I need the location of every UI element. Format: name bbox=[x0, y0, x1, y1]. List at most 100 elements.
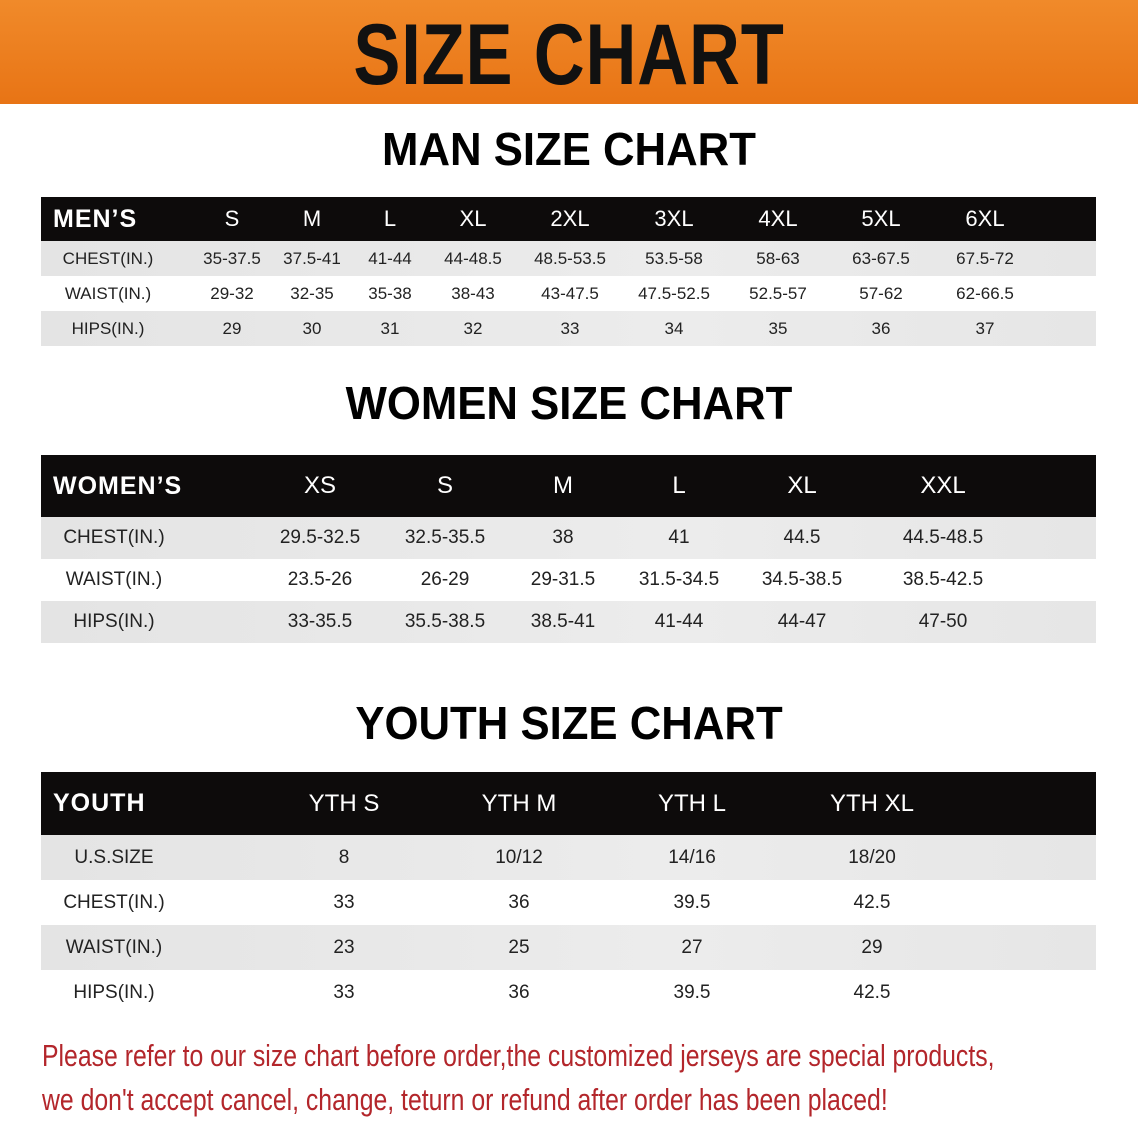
header-banner: SIZE CHART bbox=[0, 0, 1138, 104]
table-cell: 32.5-35.5 bbox=[404, 527, 486, 548]
table-cell: 29 bbox=[222, 318, 242, 338]
size-column-header: 3XL bbox=[654, 206, 694, 231]
size-column-header: M bbox=[553, 472, 573, 499]
row-label: HIPS(IN.) bbox=[73, 611, 155, 632]
table-cell: 10/12 bbox=[495, 846, 543, 868]
table-cell: 37.5-41 bbox=[283, 248, 341, 268]
table-cell: 38 bbox=[552, 527, 574, 548]
table-cell: 63-67.5 bbox=[852, 248, 910, 268]
table-cell: 38.5-41 bbox=[530, 611, 596, 632]
table-cell: 38-43 bbox=[451, 283, 495, 303]
table-header-row: MEN’S S M L XL 2XL 3XL 4XL 5XL 6XL bbox=[41, 197, 1096, 241]
table-row: WAIST(IN.) 23.5-26 26-29 29-31.5 31.5-34.5 34… bbox=[41, 559, 1096, 601]
women-size-table: WOMEN’S XS S M L XL XXL CHEST(IN.) 29.5-32.5 32.5… bbox=[41, 455, 1096, 643]
table-cell: 29-31.5 bbox=[530, 569, 596, 590]
row-label: CHEST(IN.) bbox=[63, 891, 165, 913]
table-cell: 36 bbox=[871, 318, 891, 338]
table-cell: 53.5-58 bbox=[645, 248, 703, 268]
table-cell: 27 bbox=[681, 936, 703, 958]
table-cell: 47.5-52.5 bbox=[638, 283, 710, 303]
table-cell: 58-63 bbox=[756, 248, 800, 268]
table-cell: 32 bbox=[463, 318, 483, 338]
table-cell: 29 bbox=[861, 936, 883, 958]
row-label: HIPS(IN.) bbox=[71, 318, 145, 338]
youth-size-table: YOUTH YTH S YTH M YTH L YTH XL U.S.SIZE 8 10/12… bbox=[41, 772, 1096, 1015]
table-cell: 38.5-42.5 bbox=[902, 569, 984, 590]
header-label: MEN’S bbox=[53, 204, 138, 233]
table-cell: 41-44 bbox=[368, 248, 412, 268]
table-row: WAIST(IN.) 29-32 32-35 35-38 38-43 43-47.5 47.… bbox=[41, 276, 1096, 311]
size-column-header: 6XL bbox=[965, 206, 1005, 231]
table-cell: 18/20 bbox=[848, 846, 896, 868]
size-column-header: 4XL bbox=[758, 206, 798, 231]
men-size-table: MEN’S S M L XL 2XL 3XL 4XL 5XL 6XL CHEST(IN.) 35-37… bbox=[41, 197, 1096, 346]
table-cell: 35 bbox=[768, 318, 788, 338]
size-column-header: YTH L bbox=[657, 789, 727, 817]
table-cell: 43-47.5 bbox=[541, 283, 599, 303]
table-cell: 33 bbox=[560, 318, 580, 338]
table-cell: 37 bbox=[975, 318, 995, 338]
table-row: HIPS(IN.) 29 30 31 32 33 34 35 36 37 bbox=[41, 311, 1096, 346]
women-section-title: WOMEN SIZE CHART bbox=[345, 377, 793, 429]
row-label: HIPS(IN.) bbox=[73, 981, 155, 1003]
size-column-header: S bbox=[436, 472, 454, 499]
table-cell: 42.5 bbox=[853, 981, 891, 1003]
table-cell: 41 bbox=[668, 527, 690, 548]
table-cell: 32-35 bbox=[290, 283, 334, 303]
size-column-header: 5XL bbox=[861, 206, 901, 231]
size-column-header: XS bbox=[303, 472, 337, 499]
table-cell: 34.5-38.5 bbox=[761, 569, 843, 590]
table-header-row: YOUTH YTH S YTH M YTH L YTH XL bbox=[41, 772, 1096, 835]
table-row: CHEST(IN.) 35-37.5 37.5-41 41-44 44-48.5 48.5… bbox=[41, 241, 1096, 276]
table-cell: 47-50 bbox=[918, 611, 968, 632]
footer-notice-line-1: Please refer to our size chart before or… bbox=[42, 1038, 995, 1073]
row-label: WAIST(IN.) bbox=[65, 569, 163, 590]
row-label: CHEST(IN.) bbox=[62, 248, 154, 268]
table-cell: 44-47 bbox=[777, 611, 827, 632]
table-cell: 39.5 bbox=[673, 981, 711, 1003]
page-title: SIZE CHART bbox=[353, 7, 785, 103]
header-label: WOMEN’S bbox=[53, 471, 183, 500]
table-cell: 36 bbox=[508, 891, 530, 913]
row-label: CHEST(IN.) bbox=[63, 527, 165, 548]
table-cell: 35-37.5 bbox=[203, 248, 261, 268]
table-cell: 57-62 bbox=[859, 283, 903, 303]
size-column-header: XL bbox=[787, 472, 817, 499]
table-cell: 8 bbox=[338, 846, 350, 868]
table-cell: 67.5-72 bbox=[956, 248, 1014, 268]
table-cell: 35-38 bbox=[368, 283, 412, 303]
size-column-header: YTH S bbox=[308, 789, 380, 817]
table-cell: 26-29 bbox=[420, 569, 470, 590]
table-cell: 48.5-53.5 bbox=[534, 248, 606, 268]
table-cell: 33-35.5 bbox=[287, 611, 353, 632]
table-row: WAIST(IN.) 23 25 27 29 bbox=[41, 925, 1096, 970]
table-cell: 35.5-38.5 bbox=[404, 611, 486, 632]
table-cell: 14/16 bbox=[668, 846, 716, 868]
table-cell: 44.5 bbox=[783, 527, 821, 548]
table-cell: 44-48.5 bbox=[444, 248, 502, 268]
table-cell: 31.5-34.5 bbox=[638, 569, 720, 590]
table-cell: 41-44 bbox=[654, 611, 704, 632]
size-column-header: S bbox=[224, 206, 240, 231]
table-row: HIPS(IN.) 33-35.5 35.5-38.5 38.5-41 41-44 44-… bbox=[41, 601, 1096, 643]
table-cell: 52.5-57 bbox=[749, 283, 807, 303]
table-cell: 33 bbox=[333, 981, 355, 1003]
table-cell: 33 bbox=[333, 891, 355, 913]
size-column-header: XL bbox=[459, 206, 487, 231]
table-row: U.S.SIZE 8 10/12 14/16 18/20 bbox=[41, 835, 1096, 880]
header-label: YOUTH bbox=[53, 789, 146, 817]
size-column-header: M bbox=[302, 206, 322, 231]
size-column-header: L bbox=[672, 472, 686, 499]
footer-notice-line-2: we don't accept cancel, change, teturn o… bbox=[42, 1082, 888, 1117]
table-header-row: WOMEN’S XS S M L XL XXL bbox=[41, 455, 1096, 517]
size-column-header: L bbox=[383, 206, 397, 231]
table-cell: 23 bbox=[333, 936, 355, 958]
men-section-title: MAN SIZE CHART bbox=[382, 123, 756, 175]
youth-section-title: YOUTH SIZE CHART bbox=[355, 697, 783, 749]
table-cell: 44.5-48.5 bbox=[902, 527, 984, 548]
table-cell: 23.5-26 bbox=[287, 569, 353, 590]
row-label: WAIST(IN.) bbox=[64, 283, 152, 303]
size-column-header: XXL bbox=[920, 472, 966, 499]
table-cell: 29-32 bbox=[210, 283, 254, 303]
table-cell: 34 bbox=[664, 318, 684, 338]
